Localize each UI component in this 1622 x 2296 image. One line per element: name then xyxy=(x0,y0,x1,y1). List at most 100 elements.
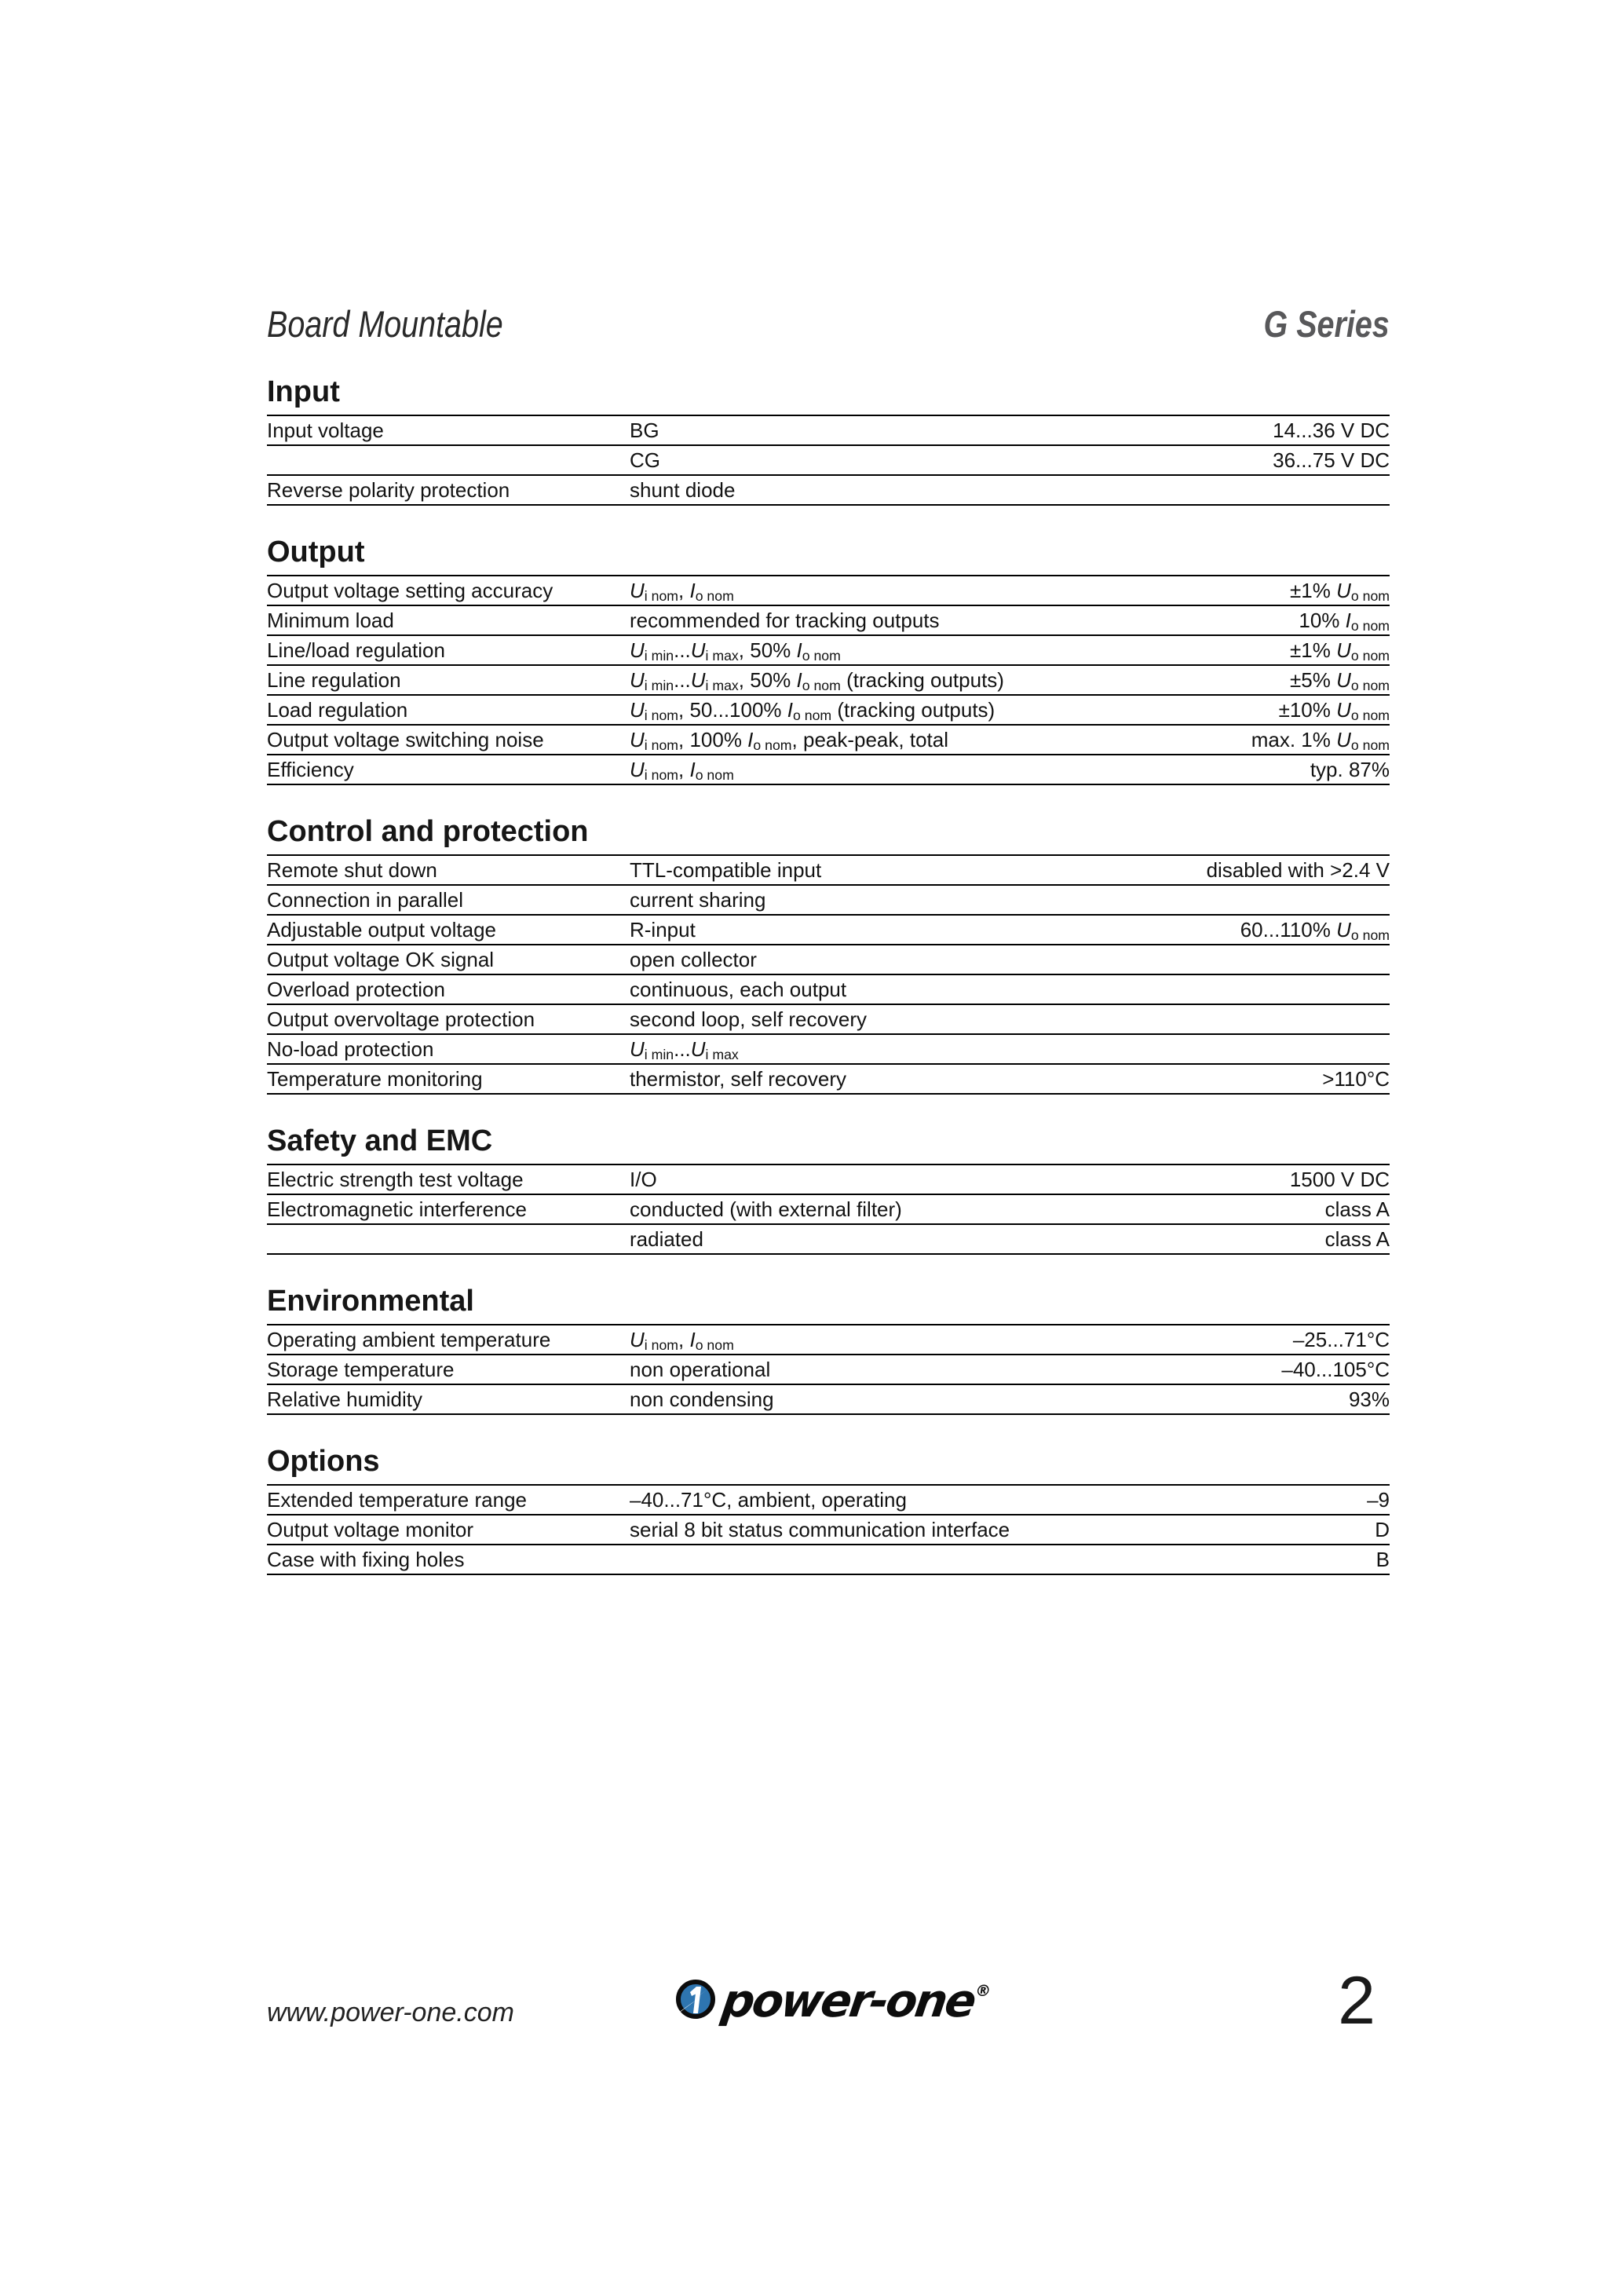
cell-condition: continuous, each output xyxy=(630,977,847,1001)
table-row: Line/load regulation Ui min...Ui max, 50… xyxy=(267,636,1390,666)
cell-parameter: Connection in parallel xyxy=(267,887,464,912)
cell-condition: Ui nom, 50...100% Io nom (tracking outpu… xyxy=(630,697,995,723)
section-title: Input xyxy=(267,375,340,408)
cell-value: –25...71°C xyxy=(1292,1327,1390,1351)
cell-parameter: Efficiency xyxy=(267,757,354,781)
table-row: Output voltage setting accuracy Ui nom, … xyxy=(267,576,1390,606)
cell-condition: Ui min...Ui max, 50% Io nom (tracking ou… xyxy=(630,667,1004,693)
table-row: Electric strength test voltage I/O 1500 … xyxy=(267,1165,1390,1195)
cell-condition: Ui nom, Io nom xyxy=(630,578,734,604)
table-row: Line regulation Ui min...Ui max, 50% Io … xyxy=(267,666,1390,696)
cell-value: –9 xyxy=(1367,1487,1390,1512)
cell-parameter: Temperature monitoring xyxy=(267,1066,483,1091)
table-row: Input voltage BG 14...36 V DC xyxy=(267,416,1390,446)
cell-parameter: Minimum load xyxy=(267,608,394,632)
cell-condition: non operational xyxy=(630,1357,771,1381)
cell-condition: recommended for tracking outputs xyxy=(630,608,940,632)
cell-value: disabled with >2.4 V xyxy=(1206,857,1390,882)
cell-parameter: Line/load regulation xyxy=(267,638,445,662)
table-row: Remote shut down TTL-compatible input di… xyxy=(267,856,1390,886)
cell-condition: I/O xyxy=(630,1167,657,1191)
table-row: radiated class A xyxy=(267,1225,1390,1255)
table-row: Case with fixing holes B xyxy=(267,1545,1390,1575)
page-title: Board Mountable xyxy=(267,303,503,345)
cell-parameter: Input voltage xyxy=(267,418,384,442)
section-title: Safety and EMC xyxy=(267,1124,493,1157)
table-row: Overload protection continuous, each out… xyxy=(267,975,1390,1005)
table-row: Connection in parallel current sharing xyxy=(267,886,1390,916)
table-row: Relative humidity non condensing 93% xyxy=(267,1385,1390,1415)
cell-condition: Ui nom, Io nom xyxy=(630,1327,734,1353)
cell-condition: CG xyxy=(630,448,660,472)
table-row: Extended temperature range –40...71°C, a… xyxy=(267,1486,1390,1515)
page-number: 2 xyxy=(1338,1963,1375,2038)
cell-condition: TTL-compatible input xyxy=(630,857,822,882)
cell-value: 14...36 V DC xyxy=(1273,418,1390,442)
section-safety-emc: Safety and EMC Electric strength test vo… xyxy=(267,1123,1390,1255)
table-row: No-load protection Ui min...Ui max xyxy=(267,1035,1390,1065)
cell-value: max. 1% Uo nom xyxy=(1251,727,1390,753)
cell-parameter: No-load protection xyxy=(267,1036,434,1061)
cell-parameter: Remote shut down xyxy=(267,857,437,882)
table-row: Adjustable output voltage R-input 60...1… xyxy=(267,916,1390,945)
cell-parameter: Overload protection xyxy=(267,977,445,1001)
cell-condition: non condensing xyxy=(630,1387,774,1411)
series-title: G Series xyxy=(1263,303,1390,345)
cell-parameter: Electromagnetic interference xyxy=(267,1197,527,1221)
table-row: Output overvoltage protection second loo… xyxy=(267,1005,1390,1035)
spec-table: Remote shut down TTL-compatible input di… xyxy=(267,854,1390,1095)
cell-parameter: Output voltage OK signal xyxy=(267,947,495,971)
cell-value: ±1% Uo nom xyxy=(1290,578,1390,604)
cell-condition: conducted (with external filter) xyxy=(630,1197,902,1221)
spec-table: Input voltage BG 14...36 V DC CG 36...75… xyxy=(267,415,1390,506)
doc-header: Board Mountable G Series xyxy=(267,303,1390,345)
cell-parameter: Output overvoltage protection xyxy=(267,1007,535,1031)
cell-value: >110°C xyxy=(1322,1066,1390,1091)
cell-value: 1500 V DC xyxy=(1289,1167,1390,1191)
cell-value: B xyxy=(1375,1547,1390,1571)
cell-value: ±1% Uo nom xyxy=(1290,638,1390,664)
cell-value: ±10% Uo nom xyxy=(1278,697,1390,723)
section-options: Options Extended temperature range –40..… xyxy=(267,1443,1390,1575)
section-title: Control and protection xyxy=(267,815,589,848)
spec-table: Electric strength test voltage I/O 1500 … xyxy=(267,1164,1390,1255)
cell-value: 60...110% Uo nom xyxy=(1240,917,1390,943)
cell-parameter: Output voltage setting accuracy xyxy=(267,578,553,602)
cell-value: D xyxy=(1375,1517,1390,1541)
cell-value: 36...75 V DC xyxy=(1273,448,1390,472)
cell-parameter: Electric strength test voltage xyxy=(267,1167,524,1191)
page-content: Board Mountable G Series Input Input vol… xyxy=(267,0,1390,1575)
cell-value: –40...105°C xyxy=(1281,1357,1390,1381)
spec-table: Operating ambient temperature Ui nom, Io… xyxy=(267,1324,1390,1415)
page-footer: www.power-one.com power-one® 2 xyxy=(267,1954,1390,2048)
spec-table: Extended temperature range –40...71°C, a… xyxy=(267,1484,1390,1575)
power-one-logo-icon xyxy=(674,1979,716,2024)
section-title: Output xyxy=(267,536,365,569)
section-title: Environmental xyxy=(267,1285,474,1318)
registered-mark: ® xyxy=(974,1981,992,2000)
cell-value: class A xyxy=(1324,1197,1390,1221)
cell-condition: shunt diode xyxy=(630,477,736,502)
cell-condition: second loop, self recovery xyxy=(630,1007,868,1031)
power-one-logo: power-one® xyxy=(674,1974,992,2027)
cell-value: ±5% Uo nom xyxy=(1290,667,1390,693)
cell-condition: open collector xyxy=(630,947,757,971)
table-row: Minimum load recommended for tracking ou… xyxy=(267,606,1390,636)
table-row: Operating ambient temperature Ui nom, Io… xyxy=(267,1325,1390,1355)
cell-condition: serial 8 bit status communication interf… xyxy=(630,1517,1010,1541)
cell-condition: Ui min...Ui max, 50% Io nom xyxy=(630,638,841,664)
section-output: Output Output voltage setting accuracy U… xyxy=(267,534,1390,785)
table-row: Temperature monitoring thermistor, self … xyxy=(267,1065,1390,1095)
logo-wordmark: power-one® xyxy=(718,1974,992,2027)
section-control-protection: Control and protection Remote shut down … xyxy=(267,813,1390,1095)
cell-condition: BG xyxy=(630,418,659,442)
cell-condition: Ui min...Ui max xyxy=(630,1036,739,1062)
cell-value: typ. 87% xyxy=(1310,757,1390,781)
website-text: www.power-one.com xyxy=(267,1997,514,2027)
spec-table: Output voltage setting accuracy Ui nom, … xyxy=(267,575,1390,785)
section-title: Options xyxy=(267,1445,380,1478)
table-row: Load regulation Ui nom, 50...100% Io nom… xyxy=(267,696,1390,726)
cell-condition: current sharing xyxy=(630,887,766,912)
table-row: Reverse polarity protection shunt diode xyxy=(267,476,1390,506)
section-input: Input Input voltage BG 14...36 V DC CG 3… xyxy=(267,374,1390,506)
